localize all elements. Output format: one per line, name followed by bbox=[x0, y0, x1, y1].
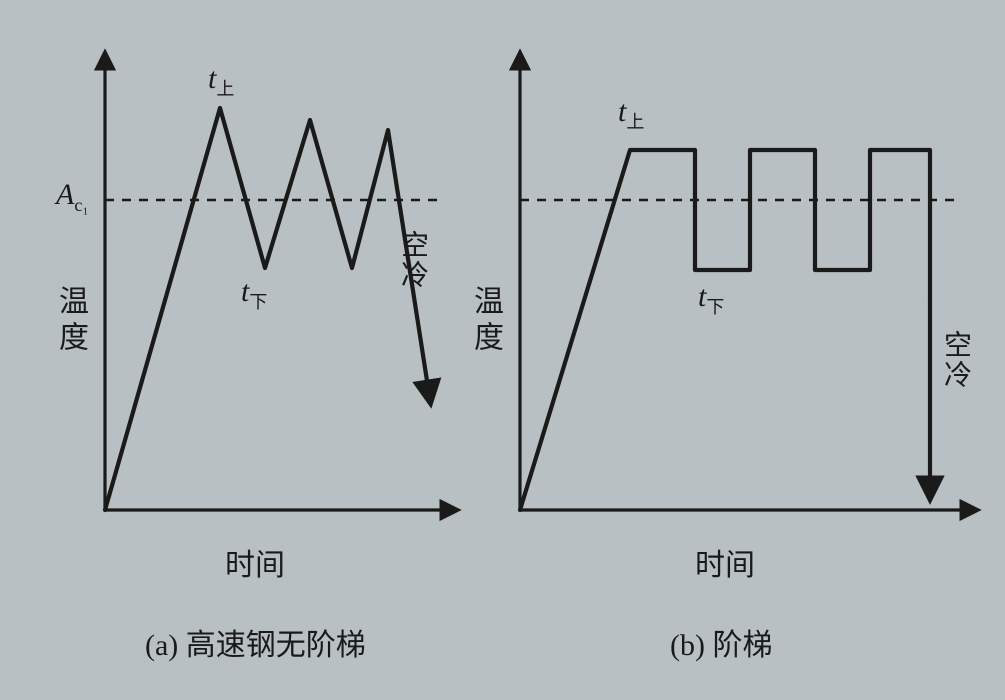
chart-a-x-label: 时间 bbox=[225, 540, 285, 584]
chart-a-t-lower-label: t下 bbox=[241, 275, 267, 314]
chart-a-ac1-label: Ac₁ bbox=[56, 178, 89, 216]
t-upper-sub: 上 bbox=[626, 112, 644, 132]
chart-a-t-upper-label: t上 bbox=[208, 62, 234, 101]
chart-b-x-label: 时间 bbox=[695, 540, 755, 584]
figure-container: t上 t下 Ac₁ 温度 时间 空冷 (a) 高速钢无阶梯 t上 t下 温度 时… bbox=[0, 0, 1005, 700]
ac1-a: A bbox=[56, 178, 74, 211]
chart-b-y-label: 温度 bbox=[463, 285, 507, 357]
t-upper-sub: 上 bbox=[216, 79, 234, 99]
ac1-sub: c₁ bbox=[74, 195, 88, 215]
chart-b-t-upper-label: t上 bbox=[618, 95, 644, 134]
chart-a-y-label: 温度 bbox=[48, 285, 92, 357]
t-lower-sub: 下 bbox=[249, 292, 267, 312]
chart-b-cooling-label: 空冷 bbox=[935, 330, 975, 390]
chart-b-t-lower-label: t下 bbox=[698, 280, 724, 319]
chart-a-cooling-label: 空冷 bbox=[392, 230, 432, 290]
t-lower-sub: 下 bbox=[706, 297, 724, 317]
chart-b-caption: (b) 阶梯 bbox=[670, 620, 772, 664]
chart-a-caption: (a) 高速钢无阶梯 bbox=[145, 620, 366, 664]
